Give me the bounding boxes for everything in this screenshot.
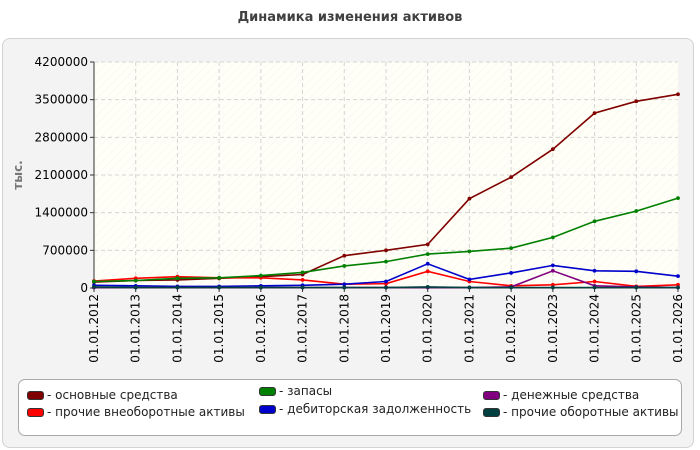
x-tick-label: 01.01.2017 bbox=[296, 294, 310, 363]
x-tick-label: 01.01.2014 bbox=[170, 294, 184, 363]
y-tick-label: 2800000 bbox=[35, 130, 88, 144]
data-point bbox=[175, 276, 180, 281]
x-tick-label: 01.01.2018 bbox=[337, 294, 351, 363]
y-tick-label: 2100000 bbox=[35, 168, 88, 182]
data-point bbox=[92, 285, 96, 289]
legend-swatch bbox=[483, 407, 500, 417]
data-point bbox=[592, 111, 597, 116]
data-point bbox=[384, 248, 388, 253]
data-point bbox=[133, 278, 138, 283]
data-point bbox=[592, 279, 597, 284]
data-point bbox=[342, 282, 347, 287]
data-point bbox=[550, 235, 555, 240]
data-point bbox=[550, 285, 555, 290]
data-point bbox=[509, 271, 514, 275]
x-tick-label: 01.01.2012 bbox=[87, 294, 101, 363]
x-tick-label: 01.01.2015 bbox=[212, 294, 226, 363]
data-point bbox=[425, 252, 430, 256]
data-point bbox=[676, 196, 680, 201]
data-point bbox=[509, 285, 514, 290]
data-point bbox=[467, 249, 472, 254]
data-point bbox=[634, 269, 639, 274]
data-point bbox=[634, 285, 639, 290]
data-point bbox=[592, 268, 597, 273]
legend-label: - дебиторская задолженность bbox=[279, 402, 472, 416]
data-point bbox=[425, 242, 430, 247]
data-point bbox=[634, 99, 639, 104]
data-point bbox=[425, 269, 430, 274]
legend-label: - денежные средства bbox=[503, 388, 640, 402]
x-tick-label: 01.01.2021 bbox=[462, 294, 476, 363]
legend-swatch bbox=[27, 390, 44, 400]
x-tick-label: 01.01.2013 bbox=[129, 294, 143, 363]
data-point bbox=[300, 285, 305, 290]
x-tick-label: 01.01.2025 bbox=[629, 294, 643, 363]
data-point bbox=[342, 285, 347, 290]
data-point bbox=[217, 275, 222, 280]
data-point bbox=[217, 285, 222, 290]
data-point bbox=[92, 279, 96, 284]
x-tick-label: 01.01.2016 bbox=[254, 294, 268, 363]
data-point bbox=[467, 196, 472, 201]
y-axis-label: тыс. bbox=[11, 160, 25, 189]
x-tick-label: 01.01.2026 bbox=[671, 294, 685, 363]
legend-swatch bbox=[259, 386, 276, 396]
data-point bbox=[467, 285, 472, 290]
data-point bbox=[425, 285, 430, 289]
data-point bbox=[550, 147, 555, 152]
legend-swatch bbox=[27, 407, 44, 417]
legend: - основные средства - запасы - денежные … bbox=[18, 379, 682, 436]
legend-label: - прочие внеоборотные активы bbox=[47, 405, 245, 419]
x-tick-label: 01.01.2019 bbox=[379, 294, 393, 363]
data-point bbox=[592, 219, 597, 224]
x-tick-label: 01.01.2024 bbox=[588, 294, 602, 363]
legend-item-cash: - денежные средства bbox=[483, 388, 639, 402]
data-point bbox=[342, 264, 347, 268]
data-point bbox=[509, 246, 514, 251]
data-point bbox=[550, 263, 555, 268]
data-point bbox=[425, 261, 430, 266]
data-point bbox=[175, 285, 180, 290]
legend-label: - запасы bbox=[279, 384, 333, 398]
y-tick-label: 4200000 bbox=[35, 55, 88, 69]
legend-swatch bbox=[259, 404, 276, 414]
data-point bbox=[676, 285, 680, 290]
data-point bbox=[550, 282, 555, 287]
legend-swatch bbox=[483, 390, 500, 400]
data-point bbox=[676, 282, 680, 287]
chart-title: Динамика изменения активов bbox=[237, 10, 463, 25]
legend-label: - основные средства bbox=[47, 388, 178, 402]
y-tick-label: 0 bbox=[80, 281, 88, 295]
data-point bbox=[384, 259, 388, 264]
legend-item-fixed-assets: - основные средства bbox=[27, 388, 178, 402]
data-point bbox=[384, 279, 388, 284]
data-point bbox=[634, 209, 639, 213]
data-point bbox=[384, 285, 388, 290]
legend-item-other-noncurrent: - прочие внеоборотные активы bbox=[27, 405, 245, 419]
x-tick-label: 01.01.2022 bbox=[504, 294, 518, 363]
y-tick-label: 1400000 bbox=[35, 206, 88, 220]
x-tick-label: 01.01.2023 bbox=[546, 294, 560, 363]
data-point bbox=[342, 253, 347, 258]
data-point bbox=[509, 175, 514, 180]
data-point bbox=[258, 285, 263, 290]
data-point bbox=[592, 285, 597, 290]
y-tick-label: 700000 bbox=[42, 243, 88, 257]
legend-item-receivables: - дебиторская задолженность bbox=[259, 402, 471, 416]
data-point bbox=[676, 274, 680, 279]
legend-item-inventory: - запасы bbox=[259, 384, 332, 398]
data-point bbox=[550, 268, 555, 273]
y-tick-label: 3500000 bbox=[35, 93, 88, 107]
data-point bbox=[676, 92, 680, 97]
x-tick-label: 01.01.2020 bbox=[421, 294, 435, 363]
legend-item-other-current: - прочие оборотные активы bbox=[483, 405, 679, 419]
data-point bbox=[300, 270, 305, 275]
data-point bbox=[258, 273, 263, 278]
legend-label: - прочие оборотные активы bbox=[503, 405, 679, 419]
data-point bbox=[300, 278, 305, 282]
data-point bbox=[467, 277, 472, 282]
data-point bbox=[133, 285, 138, 290]
